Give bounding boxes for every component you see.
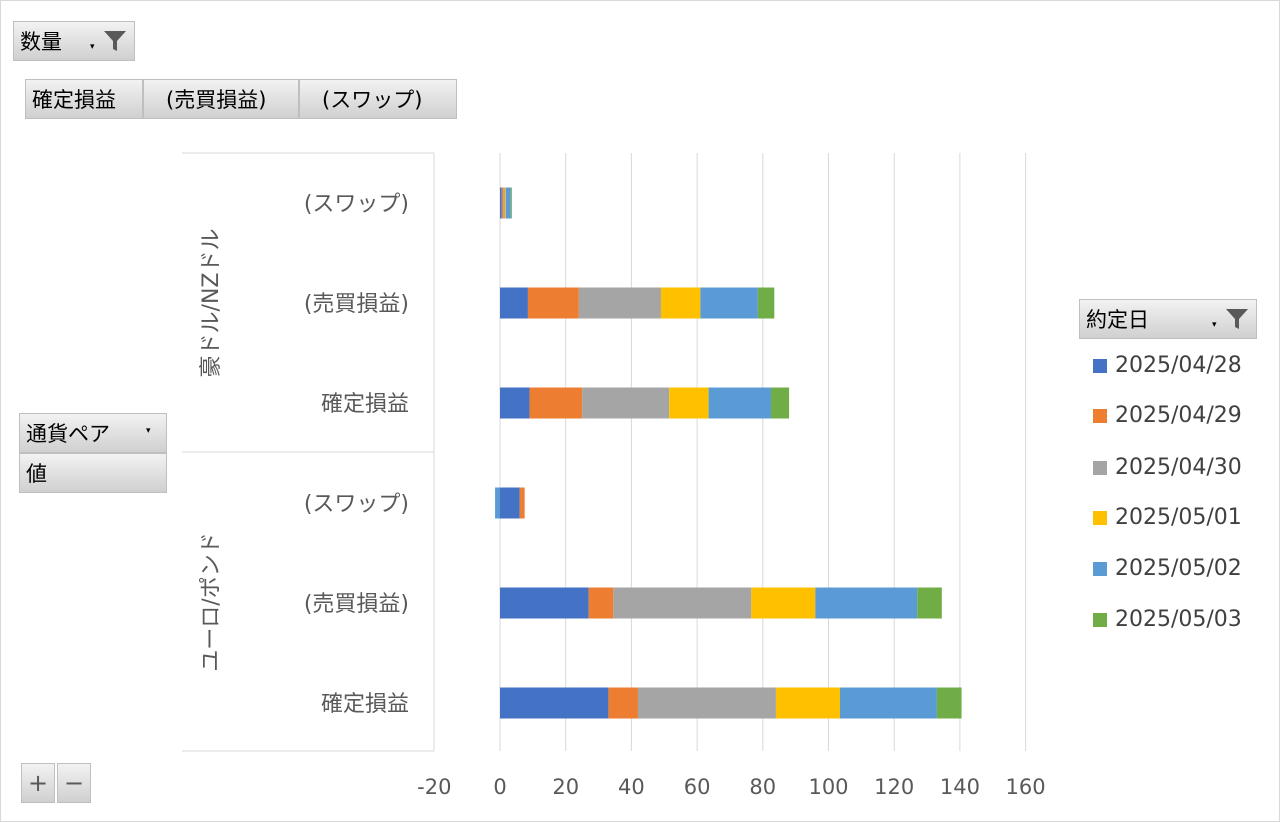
legend-swatch [1093,408,1107,423]
row-field-button-currency-pair[interactable]: 通貨ペア ▾ [19,413,167,453]
collapse-button[interactable]: − [57,763,91,803]
row-field-label: 値 [26,462,47,486]
legend-title: 約定日 [1086,308,1149,332]
bar-segment [519,487,525,519]
bar-segment [936,687,962,719]
bar-segment [771,387,790,419]
legend-item: 2025/04/29 [1093,403,1242,428]
category-label: 確定損益 [321,692,409,717]
bar-segment [660,287,701,319]
bar-segment [500,187,502,219]
bar-segment [500,687,609,719]
legend-item: 2025/05/01 [1093,505,1242,530]
x-tick-label: 100 [808,775,848,799]
bar-segment [613,587,752,619]
category-label: (スワップ) [304,192,409,217]
bar-segment [527,287,579,319]
legend-swatch [1093,460,1107,475]
bar-segment [917,587,942,619]
filter-field-button[interactable]: 数量 ▾ [13,21,135,61]
bar-segment [500,387,530,419]
category-label: (スワップ) [304,492,409,517]
bar-segment [505,187,511,219]
bar-segment [669,387,709,419]
bar-segment [815,587,918,619]
bar-segment [839,687,937,719]
bar-segment [503,187,505,219]
bar-segment [500,487,520,519]
bar-segment [588,587,614,619]
bar-segment [500,287,528,319]
column-field-button-realized[interactable]: 確定損益 [25,79,143,119]
bar-segment [708,387,772,419]
legend-item: 2025/05/03 [1093,607,1242,632]
legend-swatch [1093,612,1107,627]
bar-segment [529,387,583,419]
x-tick-label: -20 [417,775,451,799]
category-label: (売買損益) [304,292,409,317]
bar-segment [637,687,776,719]
x-tick-label: 160 [1006,775,1046,799]
bar-segment [608,687,638,719]
column-field-button-trading[interactable]: (売買損益) [143,79,299,119]
column-field-label: (売買損益) [166,88,267,112]
legend-label: 2025/05/01 [1115,505,1242,530]
legend-label: 2025/04/30 [1115,455,1242,480]
filter-field-label: 数量 [20,30,62,54]
legend-label: 2025/04/28 [1115,353,1242,378]
bar-segment [501,187,504,219]
category-label: 確定損益 [321,392,409,417]
group-label: 豪ドル/NZドル [199,229,224,378]
legend-swatch [1093,358,1107,373]
minus-icon: − [63,769,85,797]
bar-segment [700,287,758,319]
row-field-button-values[interactable]: 値 [19,453,167,493]
bar-segment [500,587,589,619]
x-tick-label: 60 [684,775,711,799]
legend-swatch [1093,510,1107,525]
bar-segment [582,387,670,419]
bar-segment [510,187,512,219]
legend-label: 2025/05/02 [1115,556,1242,581]
dropdown-arrow-icon: ▾ [146,426,151,436]
column-field-label: 確定損益 [32,88,116,112]
expand-button[interactable]: + [21,763,55,803]
column-field-label: (スワップ) [322,88,423,112]
group-label: ユーロ/ポンド [199,532,224,671]
column-field-button-swap[interactable]: (スワップ) [299,79,457,119]
x-tick-label: 120 [874,775,914,799]
filter-funnel-icon [104,31,126,51]
legend-label: 2025/05/03 [1115,607,1242,632]
bar-segment [495,487,500,519]
filter-funnel-icon [1226,309,1248,329]
dropdown-arrow-icon: ▾ [90,42,95,52]
legend-field-button[interactable]: 約定日 ▾ [1079,299,1257,339]
legend-item: 2025/05/02 [1093,556,1242,581]
bar-segment [578,287,661,319]
x-tick-label: 80 [749,775,776,799]
x-tick-label: 40 [618,775,645,799]
x-tick-label: 140 [940,775,980,799]
legend-item: 2025/04/30 [1093,455,1242,480]
legend-item: 2025/04/28 [1093,353,1242,378]
bar-segment [504,187,506,219]
legend-swatch [1093,561,1107,576]
row-field-label: 通貨ペア [26,422,110,446]
bar-segment [751,587,816,619]
legend-label: 2025/04/29 [1115,403,1242,428]
bar-segment [757,287,775,319]
bar-segment [775,687,840,719]
x-tick-label: 0 [493,775,506,799]
category-label: (売買損益) [304,592,409,617]
plus-icon: + [27,769,49,797]
x-tick-label: 20 [552,775,579,799]
dropdown-arrow-icon: ▾ [1212,320,1217,330]
